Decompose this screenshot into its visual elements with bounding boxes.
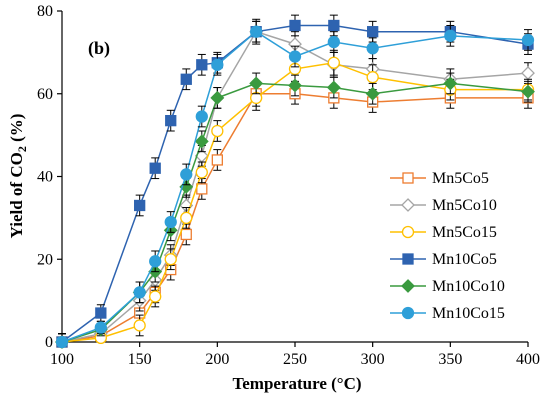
series-line <box>61 24 529 343</box>
data-point <box>521 33 535 47</box>
data-point <box>366 71 379 84</box>
legend-label: Mn10Co10 <box>432 278 505 295</box>
series-layer <box>55 14 535 349</box>
panel-label: (b) <box>88 38 110 59</box>
legend-marker <box>401 198 415 212</box>
x-tick-label: 150 <box>128 351 152 368</box>
data-point <box>326 80 341 95</box>
data-point <box>250 25 263 38</box>
legend-label: Mn5Co10 <box>432 197 497 214</box>
legend-item: Mn5Co5 <box>390 170 489 187</box>
data-point <box>94 321 107 334</box>
y-axis-title-main: Yield of CO <box>7 152 26 238</box>
data-point <box>95 307 107 319</box>
legend-marker <box>401 225 415 239</box>
legend-marker <box>401 306 415 320</box>
ticks-layer: 100 150 200 250 300 350 400 0 20 40 60 80 <box>37 3 540 368</box>
y-axis-title-unit: (%) <box>7 114 26 147</box>
data-point <box>289 19 301 32</box>
legend-label: Mn5Co5 <box>432 170 489 187</box>
y-tick-label: 80 <box>37 3 53 20</box>
y-axis-title-subscript: 2 <box>15 146 29 152</box>
x-tick-label: 350 <box>438 351 462 368</box>
data-point <box>55 335 69 349</box>
data-point <box>521 84 535 99</box>
data-point <box>211 124 224 138</box>
data-point <box>196 59 208 71</box>
x-tick-label: 100 <box>50 351 74 368</box>
legend-item: Mn5Co10 <box>390 197 497 214</box>
legend-marker <box>402 172 414 184</box>
y-tick-label: 40 <box>37 169 53 186</box>
data-point <box>288 78 302 93</box>
series-mn10co15 <box>55 20 535 349</box>
data-point <box>180 168 193 181</box>
data-point <box>164 253 177 266</box>
data-point <box>210 90 225 105</box>
legend-marker <box>402 253 414 265</box>
legend-label: Mn10Co5 <box>432 251 497 268</box>
x-axis-title: Temperature (°C) <box>232 374 361 393</box>
y-axis-title: Yield of CO2 (%) <box>7 114 29 239</box>
legend-item: Mn10Co15 <box>390 305 505 322</box>
data-point <box>165 114 177 127</box>
data-point <box>249 76 264 91</box>
data-point <box>328 19 340 32</box>
data-point <box>327 35 340 49</box>
data-point <box>133 319 146 332</box>
data-point <box>134 199 146 212</box>
data-point <box>180 73 192 85</box>
data-point <box>288 50 302 63</box>
legend-marker <box>401 279 415 293</box>
data-point <box>149 255 162 268</box>
data-point <box>133 286 146 299</box>
data-point <box>194 134 209 149</box>
x-tick-label: 200 <box>205 351 229 368</box>
legend-item: Mn10Co10 <box>390 278 505 295</box>
legend-label: Mn5Co15 <box>432 224 497 241</box>
data-point <box>327 56 340 69</box>
y-tick-label: 60 <box>37 86 53 103</box>
legend-item: Mn5Co15 <box>390 224 497 241</box>
data-point <box>366 42 379 55</box>
data-point <box>195 110 208 123</box>
data-point <box>180 211 193 225</box>
y-tick-label: 0 <box>45 334 53 351</box>
x-tick-label: 400 <box>516 351 540 368</box>
data-point <box>149 162 161 174</box>
legend: Mn5Co5 Mn5Co10 Mn5Co15 Mn10Co5 Mn10Co10 Mn10C… <box>390 170 505 322</box>
data-point <box>211 58 224 71</box>
x-tick-label: 300 <box>361 351 385 368</box>
data-point <box>443 76 458 91</box>
data-point <box>164 215 177 229</box>
data-point <box>367 26 379 38</box>
data-point <box>180 228 192 241</box>
legend-label: Mn10Co15 <box>432 305 505 322</box>
y-tick-label: 20 <box>37 251 53 268</box>
legend-item: Mn10Co5 <box>390 251 497 268</box>
data-point <box>444 29 457 42</box>
data-point <box>521 66 535 80</box>
data-point <box>365 86 380 101</box>
x-tick-label: 250 <box>283 351 307 368</box>
data-point <box>195 166 208 179</box>
data-point <box>211 154 223 166</box>
data-point <box>196 183 208 195</box>
data-point <box>149 290 162 303</box>
